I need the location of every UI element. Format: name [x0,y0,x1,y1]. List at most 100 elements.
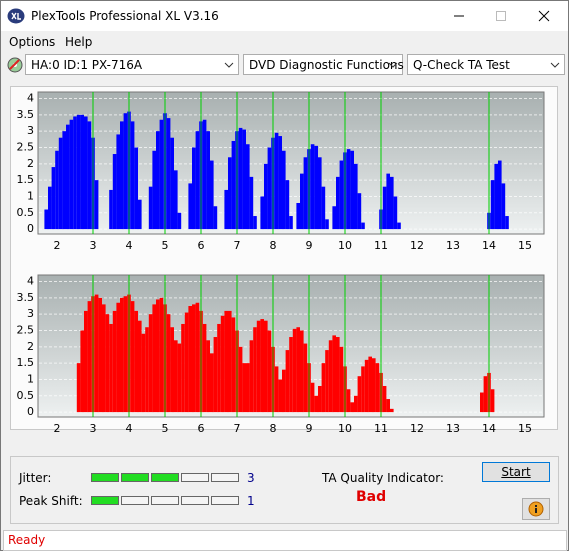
bar [210,160,214,230]
bar [174,170,178,230]
meter-segment [181,473,209,482]
y-tick-label: 4 [27,275,34,288]
y-tick-label: 2 [27,157,34,170]
bar [325,350,329,413]
bar [55,150,59,230]
bar [354,395,358,413]
bar [224,310,228,413]
bar [386,399,390,413]
x-tick-label: 12 [410,422,424,435]
bar [249,340,254,413]
y-tick-label: 2.5 [17,140,35,153]
bar [372,358,376,413]
window-controls[interactable] [441,1,568,31]
bar [69,119,74,230]
bar [357,193,362,230]
y-tick-label: 1 [27,372,34,385]
x-tick-label: 9 [306,239,313,252]
bar [220,315,225,413]
bar [350,402,354,413]
peak-shift-value: 1 [247,494,255,508]
bar [51,167,56,230]
bar [382,385,387,413]
bar [109,189,113,230]
bar [80,114,84,230]
x-tick-label: 10 [338,422,352,435]
drive-select[interactable]: HA:0 ID:1 PX-716A [25,54,239,75]
menu-item[interactable]: Help [65,35,93,49]
bar [138,199,142,230]
x-tick-label: 9 [306,422,313,435]
bar [228,157,232,230]
bar [141,333,146,413]
bar [184,312,189,413]
x-tick-label: 5 [162,239,169,252]
bar [145,327,149,413]
y-tick-label: 3 [27,124,34,137]
window-title: PlexTools Professional XL V3.16 [31,9,219,23]
bar [242,129,246,230]
bar [156,299,160,413]
x-tick-label: 12 [410,239,424,252]
bar [501,183,506,230]
x-tick-label: 13 [446,422,460,435]
x-tick-label: 14 [482,422,496,435]
bar [228,310,232,413]
bar [253,327,257,413]
bar [328,340,333,413]
bar [490,389,495,413]
bar [339,160,344,230]
bar [296,327,300,413]
bar [264,163,268,230]
test-select[interactable]: Q-Check TA Test [407,54,565,75]
bar [202,119,207,230]
bar [300,330,304,413]
meter-segment [181,496,209,505]
bar [177,212,182,230]
bar [289,216,293,230]
x-tick-label: 11 [374,422,388,435]
x-tick-label: 4 [126,239,133,252]
x-tick-label: 6 [198,239,205,252]
meter-segment [91,496,119,505]
bar [318,157,322,230]
bar [339,346,344,413]
x-tick-label: 15 [518,239,532,252]
bar [109,323,113,413]
bar [336,176,340,230]
bar [314,395,318,413]
bar [44,209,48,230]
bar [206,131,210,230]
x-tick-label: 8 [270,239,277,252]
bar [134,310,138,413]
bar [480,392,484,413]
info-button[interactable] [522,498,550,520]
bar [116,134,120,230]
bar [267,330,272,413]
bar [84,116,88,230]
bar [260,319,264,413]
x-tick-label: 3 [90,422,97,435]
bar [87,301,92,413]
bar [84,310,88,413]
indicator-label: TA Quality Indicator: [322,471,444,485]
bar [76,114,81,230]
bar [102,304,106,413]
function-select[interactable]: DVD Diagnostic Functions [243,54,404,75]
start-text: Start [501,465,531,479]
x-tick-label: 14 [482,239,496,252]
bar [195,131,200,230]
bar [303,343,308,413]
start-button[interactable]: Start [482,462,550,482]
bar [195,302,200,413]
bar [120,121,124,230]
bar [192,147,196,230]
bar [368,356,372,413]
bar [48,186,52,230]
bar [94,294,99,413]
menu-item[interactable]: Options [9,35,56,49]
bar [116,302,120,413]
bar [192,304,196,413]
x-tick-label: 5 [162,422,169,435]
bar [375,363,380,413]
